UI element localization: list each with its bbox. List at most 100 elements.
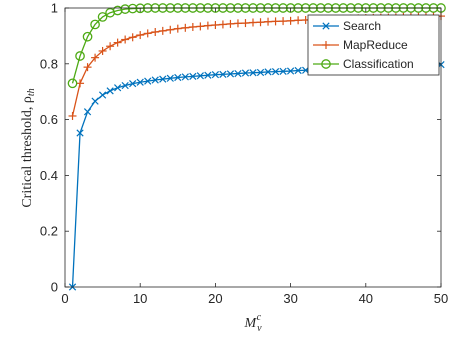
data-point-mapreduce [218, 20, 227, 29]
y-tick-label: 1 [51, 1, 58, 16]
y-tick-label: 0.4 [40, 168, 58, 183]
data-point-search [76, 129, 84, 137]
data-point-search [91, 97, 99, 105]
data-point-search [279, 67, 287, 75]
data-point-mapreduce [271, 17, 280, 26]
data-point-classification [127, 3, 138, 14]
data-point-search [196, 72, 204, 80]
y-axis-label: Critical threshold, ρth [20, 88, 37, 207]
x-tick-label: 0 [61, 291, 68, 306]
data-point-mapreduce [233, 19, 242, 28]
data-point-search [151, 76, 159, 84]
data-point-mapreduce [211, 21, 220, 30]
data-point-mapreduce [76, 79, 85, 88]
data-point-mapreduce [106, 42, 115, 51]
y-axis-label-sub: th [26, 88, 37, 96]
data-point-mapreduce [203, 21, 212, 30]
data-point-classification [120, 4, 131, 14]
data-point-mapreduce [151, 27, 160, 36]
data-point-search [98, 91, 107, 99]
legend-label-mapreduce: MapReduce [343, 38, 408, 52]
x-axis-label-sup: c [257, 312, 262, 323]
data-point-mapreduce [166, 25, 175, 34]
data-point-mapreduce [286, 16, 295, 25]
axes-layer: 0 10 20 30 40 50 0 0.2 0.4 0.6 0.8 1 [40, 1, 448, 307]
data-point-search [181, 73, 189, 81]
data-point-classification [97, 12, 108, 22]
data-point-classification [112, 5, 123, 16]
legend-marker-mapreduce [322, 41, 330, 49]
data-point-search [271, 67, 280, 76]
data-point-search [234, 69, 242, 78]
data-point-search [144, 77, 152, 85]
x-tick-label: 40 [359, 291, 373, 306]
data-point-search [249, 69, 257, 77]
y-tick-label: 0.2 [40, 224, 58, 239]
x-axis-label-main: M [243, 316, 257, 331]
data-point-search [83, 108, 92, 116]
y-tick-label: 0 [51, 280, 58, 295]
data-point-mapreduce [181, 23, 190, 32]
data-point-search [106, 87, 114, 95]
data-point-search [129, 79, 137, 88]
data-point-search [121, 81, 129, 90]
data-point-search [204, 71, 212, 79]
data-point-mapreduce [241, 19, 250, 28]
data-point-mapreduce [294, 16, 303, 25]
data-point-search [264, 68, 272, 76]
data-point-search [189, 72, 197, 80]
data-point-search [136, 78, 144, 86]
data-point-mapreduce [91, 53, 100, 62]
legend-label-search: Search [343, 19, 381, 33]
x-axis-label-sub: v [257, 323, 262, 334]
data-point-search [226, 70, 235, 78]
data-point-search [286, 67, 295, 75]
legend-marker-search [322, 22, 330, 30]
y-tick-label: 0.8 [40, 56, 58, 71]
data-point-classification [90, 19, 100, 30]
legend-marker-classification [321, 59, 331, 69]
data-point-classification [75, 51, 85, 61]
data-point-mapreduce [143, 29, 152, 38]
data-point-classification [67, 78, 78, 89]
data-point-search [211, 71, 220, 79]
x-tick-label: 30 [283, 291, 297, 306]
data-point-mapreduce [173, 24, 182, 33]
data-point-search [256, 68, 265, 77]
data-point-search [166, 74, 174, 82]
data-point-search [241, 69, 250, 77]
data-point-search [174, 73, 182, 82]
data-point-mapreduce [264, 17, 273, 26]
data-point-mapreduce [256, 18, 265, 27]
data-point-mapreduce [249, 18, 257, 27]
x-ticks: 0 10 20 30 40 50 [61, 8, 448, 306]
data-point-mapreduce [113, 38, 122, 47]
data-point-mapreduce [68, 111, 77, 120]
data-point-mapreduce [188, 22, 197, 31]
data-point-search [294, 66, 302, 75]
legend-label-classification: Classification [343, 57, 414, 71]
data-point-mapreduce [128, 33, 137, 42]
data-point-mapreduce [121, 35, 130, 44]
data-point-classification [82, 31, 93, 42]
data-point-mapreduce [226, 19, 235, 28]
y-tick-label: 0.6 [40, 112, 58, 127]
x-axis-label: Mvc [243, 312, 262, 334]
data-point-search [219, 70, 227, 79]
data-point-mapreduce [136, 31, 145, 40]
x-tick-label: 20 [208, 291, 222, 306]
legend-items [313, 22, 339, 69]
data-point-mapreduce [196, 22, 205, 31]
legend: Search MapReduce Classification [307, 14, 440, 76]
data-point-search [114, 84, 122, 92]
y-ticks: 0 0.2 0.4 0.6 0.8 1 [40, 1, 441, 295]
data-point-mapreduce [83, 63, 92, 72]
data-point-mapreduce [279, 17, 288, 26]
data-point-search [159, 75, 167, 83]
data-point-mapreduce [158, 26, 167, 35]
x-tick-label: 10 [133, 291, 147, 306]
y-axis-label-main: Critical threshold, ρ [20, 96, 35, 208]
data-point-mapreduce [98, 46, 107, 55]
